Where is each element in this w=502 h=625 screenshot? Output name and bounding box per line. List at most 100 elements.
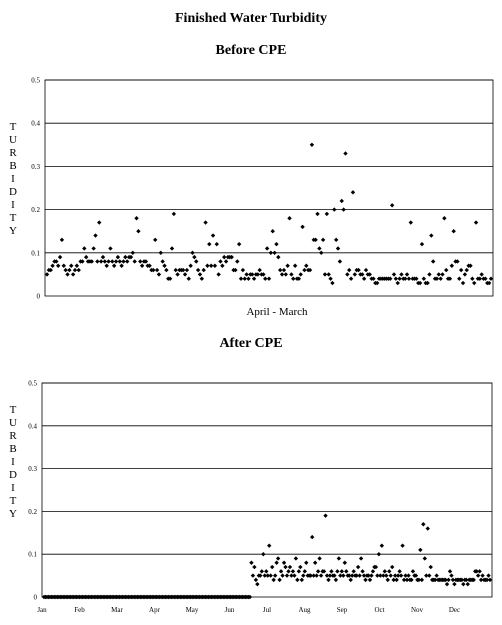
chart1-data-point [444,267,449,273]
chart2-xtick-label: Jan [37,606,47,614]
chart1-data-point [238,276,244,281]
chart2-data-point [358,556,364,561]
chart1-data-point [397,276,402,281]
chart1-data-point [488,276,494,281]
chart1-data-point [57,254,63,260]
chart1-data-point [337,259,343,264]
chart2-data-point [261,552,266,557]
chart2-data-point [272,573,278,578]
chart1-data-point [190,250,195,255]
chart2-data-point [326,577,331,583]
chart1-data-point [324,211,330,217]
chart2-data-point [302,569,307,574]
ylabel-letter: I [11,482,15,494]
chart2-data-point [384,573,389,578]
chart2-data-point [304,560,309,565]
chart2-data-point [258,573,263,578]
chart1-data-point [436,272,441,277]
ylabel-letter: Y [9,225,17,237]
chart2-data-point [298,564,303,570]
chart1-data-point [240,267,246,273]
chart1-data-point [395,280,400,286]
chart1-data-point [339,198,344,204]
chart2-data-point [432,577,438,583]
chart2-data-point [347,573,352,578]
ylabel-letter: U [9,417,17,429]
chart2-data-point [461,581,466,587]
chart1-data-point [169,246,175,251]
chart1-data-point [276,254,281,260]
chart1-data-point [195,267,201,273]
chart1-data-point [108,246,113,251]
chart2-data-point [286,569,291,574]
chart2-data-point [301,573,306,578]
chart1-data-point [333,237,339,243]
chart2-data-point [446,577,451,583]
chart2-data-point [336,556,342,561]
chart1-data-point [132,259,137,264]
chart1-data-point [154,267,160,273]
chart1-data-point [89,259,94,264]
chart1-data-point [63,267,68,273]
chart2-data-point [281,560,287,565]
chart1-data-point [472,280,477,286]
chart2-data-point [351,569,356,574]
chart1-data-point [173,267,178,273]
chart1-data-point [210,233,216,238]
chart1-data-point [477,276,483,281]
chart1-data-point [72,267,78,273]
chart2-data-point [395,573,401,578]
chart1-data-point [54,259,59,264]
chart1-data-point [229,254,234,260]
chart1-data-point [408,220,413,225]
chart2-data-point [410,569,416,574]
chart1-data-point [264,246,270,251]
chart1-data-point [82,246,87,251]
chart2-data-point [427,573,432,578]
chart1-data-point [74,263,80,268]
chart1-data-point [235,259,240,264]
chart1-data-point [207,241,212,247]
chart1-data-point [367,272,372,277]
chart1-data-point [283,272,288,277]
chart1-data-point [208,263,214,268]
chart2-data-point [366,573,371,578]
chart1-data-point [153,237,158,243]
chart1-data-point [76,267,81,273]
chart1-data-point [216,272,221,277]
chart1-data-point [455,259,460,264]
chart2-data-point [450,577,456,583]
chart1-data-point [341,207,346,212]
chart2-data-point [280,573,285,578]
chart1-data-point [106,259,111,264]
chart1-data-point [468,263,473,268]
ylabel-letter: D [9,186,17,198]
chart1-data-point [180,267,186,273]
chart1-data-point [391,272,397,277]
chart1-data-point [300,224,305,230]
chart2-data-point [284,573,290,578]
chart2-xtick-label: Jul [263,606,271,614]
chart1-data-point [363,267,369,273]
chart1-data-point [123,254,128,260]
chart2-data-point [424,573,429,578]
chart1-data-point [277,267,283,273]
chart2-data-point [397,569,402,574]
chart2-data-point [369,573,374,578]
chart2-data-point [299,577,305,583]
chart2-data-point [388,573,393,578]
chart2-data-point [339,569,345,574]
chart1-data-point [139,263,145,268]
ylabel-letter: T [9,404,17,416]
chart2-data-point [376,552,382,557]
chart2-data-point [342,560,347,565]
chart1-data-point [313,237,318,243]
chart2-data-point [321,569,327,574]
chart1-data-point [100,254,106,260]
chart2-data-point [385,577,390,583]
chart1-data-point [298,272,303,277]
chart2-data-point [382,569,387,574]
chart2-data-point [275,556,281,561]
chart1-xlabel: April - March [246,306,308,318]
chart1-data-point [220,263,225,268]
